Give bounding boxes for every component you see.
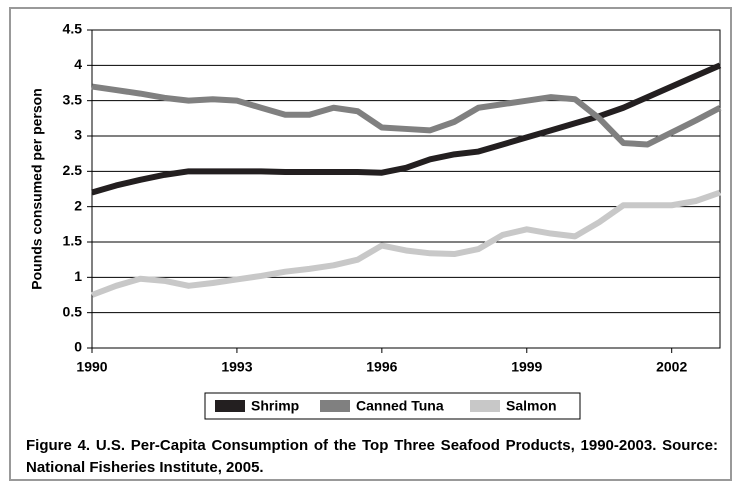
legend-swatch <box>320 400 350 412</box>
legend-swatch <box>470 400 500 412</box>
line-series <box>90 189 721 298</box>
caption: Figure 4. U.S. Per-Capita Consumption of… <box>26 437 718 476</box>
y-tick-label: 3 <box>74 127 82 143</box>
x-tick-label: 1999 <box>511 359 542 375</box>
x-tick-label: 2002 <box>656 359 687 375</box>
plot-area <box>91 29 721 349</box>
y-tick-label: 3.5 <box>63 91 83 107</box>
line-series <box>91 62 722 196</box>
y-tick-label: 2 <box>74 197 82 213</box>
y-tick-label: 0.5 <box>63 303 83 319</box>
legend-box <box>204 392 581 420</box>
x-tick-label: 1996 <box>366 359 397 375</box>
y-axis-label: Pounds consumed per person <box>29 88 45 289</box>
legend-swatch <box>215 400 245 412</box>
y-tick-label: 1.5 <box>63 233 83 249</box>
line-series <box>91 83 722 148</box>
x-tick-label: 1990 <box>76 359 107 375</box>
y-tick-label: 1 <box>74 268 82 284</box>
y-tick-label: 4 <box>74 56 82 72</box>
y-tick-label: 0 <box>74 339 82 355</box>
frame <box>9 7 732 481</box>
legend-label: Shrimp <box>251 398 299 414</box>
legend-label: Salmon <box>506 398 557 414</box>
y-tick-label: 2.5 <box>63 162 83 178</box>
y-tick-label: 4.5 <box>63 21 83 37</box>
x-tick-label: 1993 <box>221 359 252 375</box>
legend-label: Canned Tuna <box>356 398 444 414</box>
